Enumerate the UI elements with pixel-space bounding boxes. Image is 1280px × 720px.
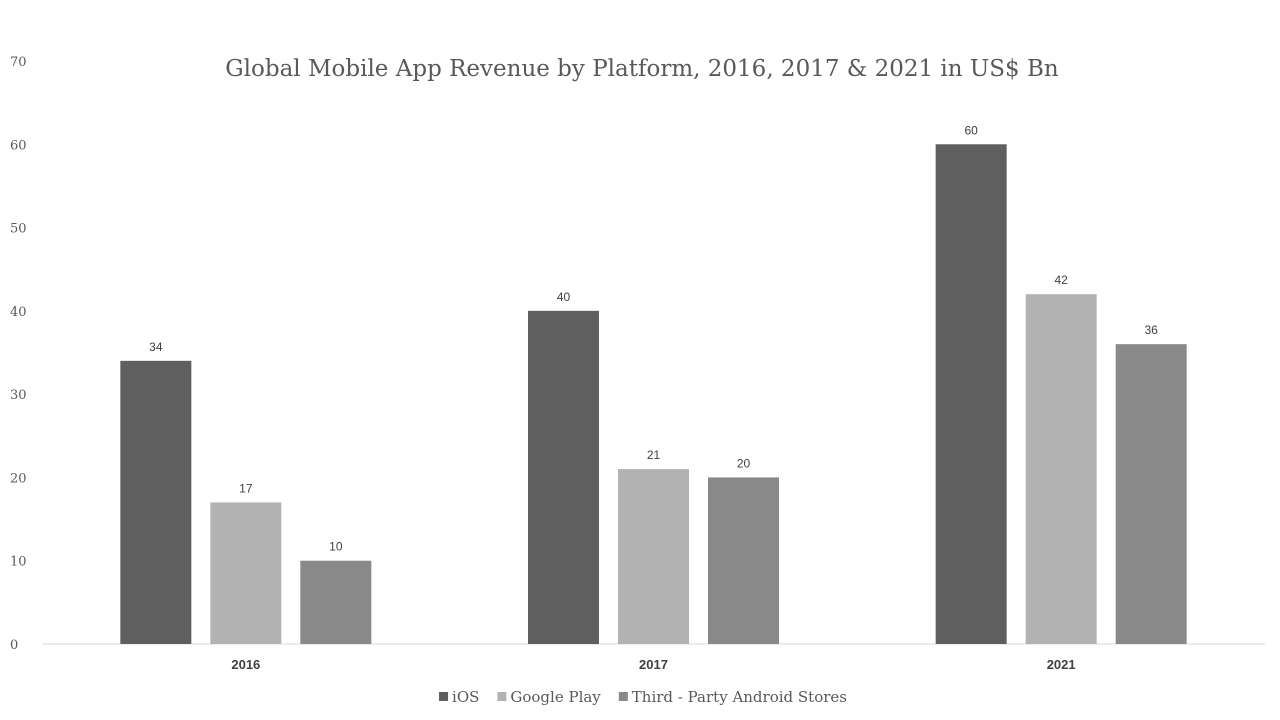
bars-group: 34 17 10 40 21 20 60 42 36 xyxy=(120,123,1187,645)
legend-swatch xyxy=(618,692,628,701)
y-tick-label: 70 xyxy=(10,55,27,70)
legend-swatch xyxy=(497,692,507,701)
bar xyxy=(618,469,689,644)
y-tick-label: 20 xyxy=(10,471,27,486)
bar xyxy=(528,310,599,644)
data-label: 10 xyxy=(329,540,343,554)
x-tick-label: 2016 xyxy=(231,657,260,672)
y-tick-label: 30 xyxy=(10,388,27,403)
data-label: 17 xyxy=(239,481,253,495)
legend: iOS Google Play Third - Party Android Stor… xyxy=(439,688,847,706)
legend-label: Google Play xyxy=(510,688,601,706)
y-tick-label: 60 xyxy=(10,138,27,153)
legend-swatch xyxy=(439,692,449,701)
data-label: 34 xyxy=(149,340,163,354)
y-axis: 0 10 20 30 40 50 60 70 xyxy=(10,55,27,653)
bar xyxy=(120,360,192,644)
bar xyxy=(300,560,372,644)
x-axis: 2016 2017 2021 xyxy=(231,657,1075,672)
bar xyxy=(708,477,779,644)
data-label: 42 xyxy=(1054,273,1068,287)
legend-label: Third - Party Android Stores xyxy=(632,688,847,706)
y-tick-label: 40 xyxy=(10,305,27,320)
data-label: 36 xyxy=(1144,323,1158,337)
bar xyxy=(210,502,282,644)
bar xyxy=(1115,344,1187,644)
bar xyxy=(935,144,1007,645)
y-tick-label: 0 xyxy=(10,638,18,653)
data-label: 40 xyxy=(557,290,571,304)
data-label: 60 xyxy=(964,123,978,137)
y-tick-label: 50 xyxy=(10,222,27,237)
data-label: 20 xyxy=(737,456,751,470)
x-tick-label: 2017 xyxy=(639,657,668,672)
y-tick-label: 10 xyxy=(10,555,27,570)
chart-title: Global Mobile App Revenue by Platform, 2… xyxy=(225,56,1059,82)
data-label: 21 xyxy=(647,448,661,462)
legend-label: iOS xyxy=(452,688,479,706)
bar xyxy=(1025,294,1097,644)
x-tick-label: 2021 xyxy=(1047,657,1076,672)
